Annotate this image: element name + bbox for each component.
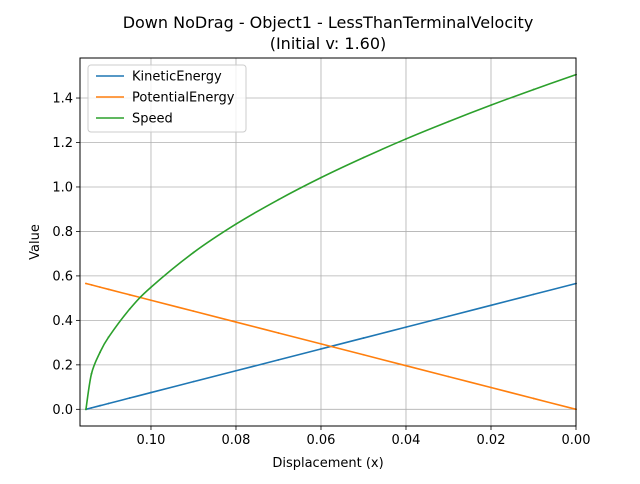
data-point-kinetic-energy — [447, 315, 450, 318]
data-point-speed — [85, 408, 87, 411]
data-point-kinetic-energy — [320, 348, 322, 350]
data-point-kinetic-energy — [532, 293, 535, 296]
data-point-speed — [128, 308, 131, 310]
data-point-potential-energy — [150, 299, 152, 302]
y-tick-label: 0.6 — [52, 269, 73, 284]
data-point-speed — [235, 223, 237, 226]
x-axis-label: Displacement (x) — [272, 456, 383, 471]
y-tick-label: 1.0 — [52, 180, 73, 195]
x-tick-label: 0.02 — [477, 433, 506, 448]
y-tick-label: 0.2 — [52, 358, 73, 373]
series-line-kinetic-energy — [85, 282, 577, 411]
data-point-potential-energy — [192, 310, 195, 313]
data-point-potential-energy — [490, 386, 492, 389]
data-point-speed — [192, 251, 195, 254]
grid-lines — [80, 58, 577, 426]
data-point-speed — [405, 138, 407, 140]
data-point-kinetic-energy — [99, 404, 101, 407]
data-point-kinetic-energy — [235, 369, 237, 372]
data-point-speed — [90, 372, 93, 375]
data-point-potential-energy — [99, 286, 101, 289]
data-point-speed — [277, 198, 280, 201]
x-tick-label: 0.06 — [307, 433, 336, 448]
x-tick-label: 0.10 — [137, 433, 166, 448]
data-point-potential-energy — [128, 293, 131, 296]
y-tick-label: 1.2 — [52, 136, 73, 151]
chart-legend: KineticEnergy PotentialEnergy Speed — [87, 64, 247, 133]
data-point-potential-energy — [235, 321, 237, 323]
data-point-kinetic-energy — [490, 304, 492, 307]
series-line-potential-energy — [85, 282, 577, 411]
data-point-potential-energy — [405, 364, 407, 367]
legend-label-kinetic-energy: KineticEnergy — [132, 70, 222, 85]
legend-label-potential-energy: PotentialEnergy — [132, 91, 235, 106]
x-tick-label: 0.00 — [562, 433, 591, 448]
data-point-potential-energy — [447, 375, 450, 378]
data-point-kinetic-energy — [277, 358, 280, 361]
plot-frame — [79, 57, 577, 427]
y-tick-label: 1.4 — [52, 92, 73, 107]
data-point-potential-energy — [362, 353, 365, 356]
x-tick-label: 0.08 — [222, 433, 251, 448]
data-point-kinetic-energy — [362, 337, 365, 339]
data-point-kinetic-energy — [107, 402, 110, 405]
data-point-speed — [107, 336, 110, 339]
data-point-potential-energy — [277, 332, 280, 334]
chart-title: Down NoDrag - Object1 - LessThanTerminal… — [123, 13, 534, 32]
y-tick-label: 0.8 — [52, 225, 73, 240]
y-axis-label: Value — [28, 224, 43, 260]
y-tick-label: 0.0 — [52, 403, 73, 418]
data-point-speed — [447, 120, 450, 123]
series-lines — [85, 73, 577, 411]
data-point-kinetic-energy — [150, 391, 152, 394]
data-point-speed — [532, 88, 535, 91]
y-tick-label: 0.4 — [52, 314, 73, 329]
data-point-speed — [320, 176, 322, 179]
data-point-potential-energy — [532, 397, 535, 400]
data-point-potential-energy — [320, 342, 322, 345]
data-point-kinetic-energy — [128, 397, 131, 399]
data-point-speed — [99, 351, 101, 354]
axis-ticks: 0.10 0.08 0.06 0.04 0.02 0.00 0.0 0.2 0.4 0.6 0.8 1… — [52, 92, 590, 448]
x-tick-label: 0.04 — [392, 433, 421, 448]
data-point-kinetic-energy — [90, 407, 93, 409]
data-point-potential-energy — [85, 282, 87, 285]
series-line-speed — [85, 73, 577, 411]
data-point-kinetic-energy — [405, 326, 407, 329]
data-point-potential-energy — [90, 284, 93, 286]
data-point-potential-energy — [107, 288, 110, 291]
chart-subtitle: (Initial v: 1.60) — [270, 34, 387, 53]
data-point-speed — [150, 286, 152, 289]
legend-box — [87, 64, 247, 133]
data-point-speed — [490, 104, 492, 107]
data-point-speed — [362, 156, 365, 159]
legend-label-speed: Speed — [132, 112, 173, 127]
data-point-kinetic-energy — [192, 380, 195, 383]
